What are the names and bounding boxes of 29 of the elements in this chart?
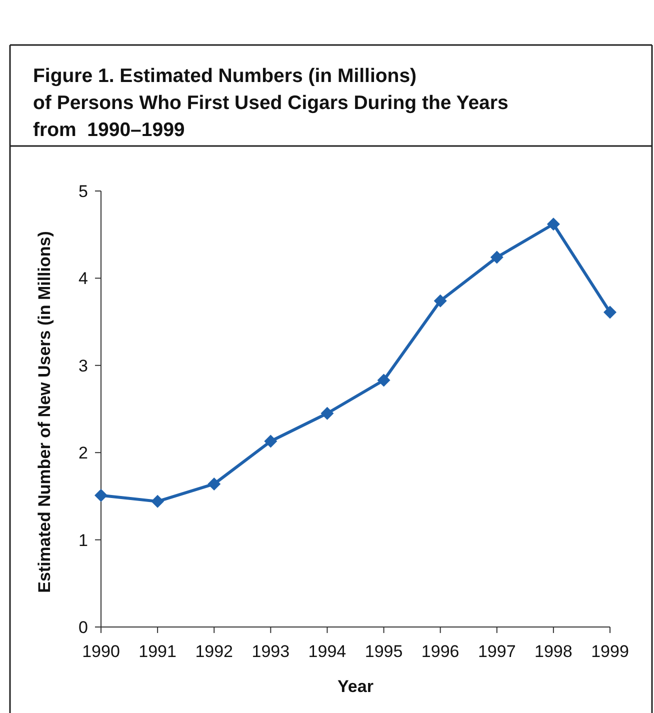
y-tick-label: 5 — [78, 182, 88, 201]
point — [434, 294, 447, 308]
x-tick-label: 1991 — [138, 642, 176, 661]
y-tick-label: 4 — [78, 269, 88, 288]
point — [208, 477, 221, 490]
point — [377, 374, 390, 387]
x-axis-title: Year — [338, 677, 374, 696]
point — [320, 406, 334, 420]
point — [94, 488, 108, 502]
x-tick-label: 1998 — [534, 642, 572, 661]
y-tick-label: 3 — [78, 356, 88, 376]
point — [264, 434, 278, 448]
y-tick-label: 2 — [78, 444, 88, 463]
point — [151, 494, 164, 508]
point — [546, 218, 560, 231]
chart-title: Figure 1. Estimated Numbers (in Millions) of Persons Who First Used Cigars During the Years from 1990–1999 — [33, 65, 508, 141]
x-tick-label: 1992 — [195, 642, 234, 661]
x-tick-label: 1994 — [308, 642, 346, 661]
x-tick-label: 1999 — [591, 642, 629, 661]
x-tick-label: 1995 — [364, 642, 403, 661]
x-tick-label: 1990 — [82, 642, 120, 661]
point — [604, 306, 616, 319]
y-tick-label: 0 — [78, 618, 88, 637]
y-axis-title: Estimated Number of New Users (in Millions) — [35, 231, 54, 593]
x-tick-label: 1997 — [478, 642, 516, 661]
point — [490, 250, 504, 264]
y-tick-label: 1 — [78, 530, 88, 550]
x-tick-label: 1996 — [421, 642, 460, 661]
x-tick-label: 1993 — [252, 642, 290, 661]
